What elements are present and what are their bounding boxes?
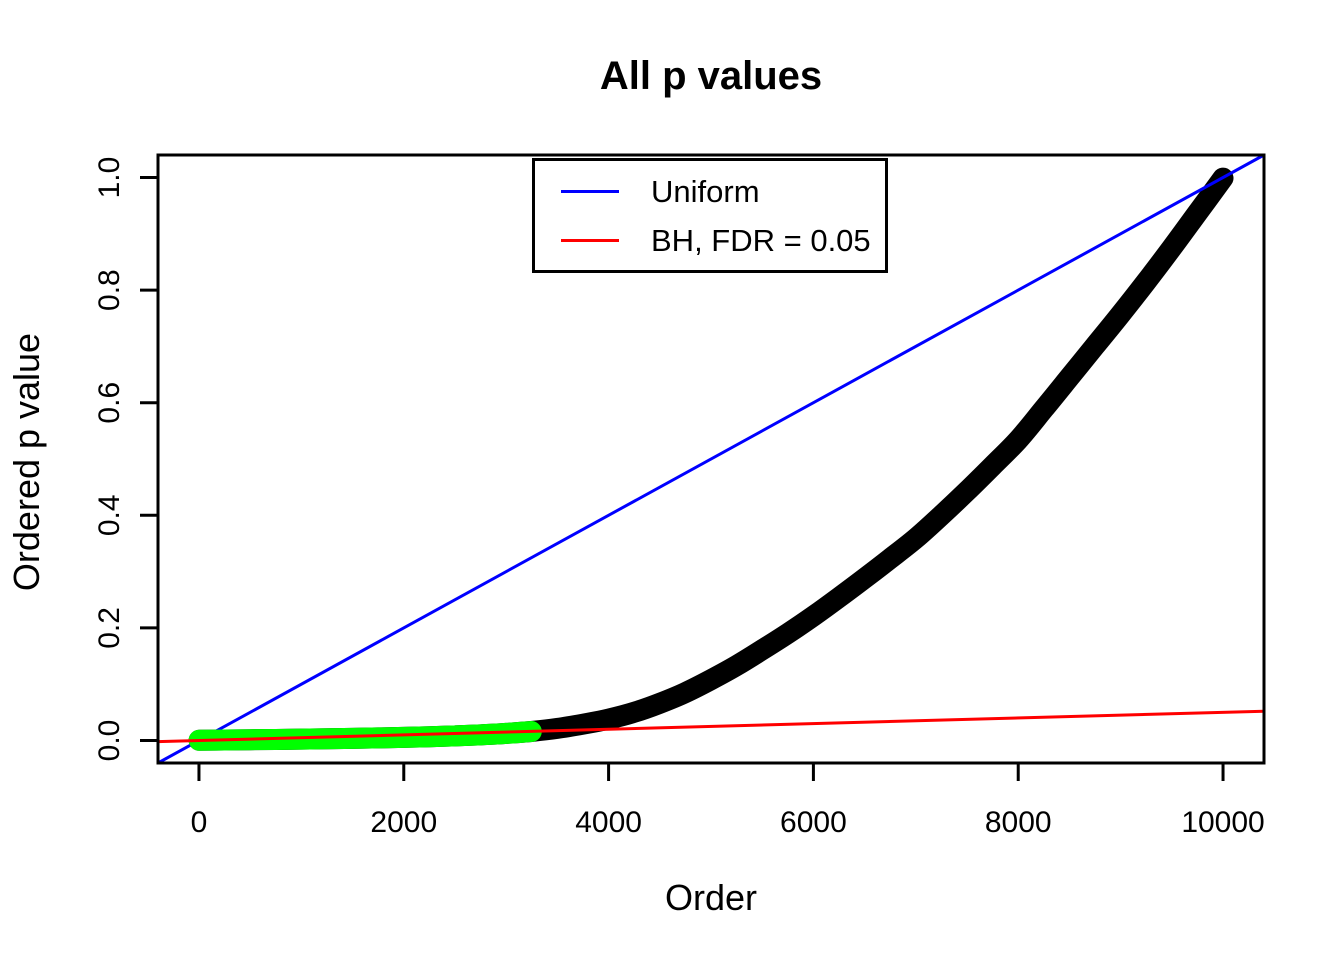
y-tick-label: 0.0 [93, 720, 126, 762]
x-tick-label: 4000 [575, 806, 642, 839]
x-tick-label: 2000 [370, 806, 437, 839]
legend-box: Uniform BH, FDR = 0.05 [532, 158, 888, 273]
x-tick-label: 10000 [1181, 806, 1264, 839]
legend-label-bh: BH, FDR = 0.05 [651, 222, 871, 258]
bh-line-swatch [561, 238, 619, 242]
legend-item-uniform: Uniform [561, 172, 885, 210]
x-tick-label: 8000 [985, 806, 1052, 839]
y-tick-label: 0.6 [93, 382, 126, 424]
y-tick-label: 0.4 [93, 494, 126, 536]
x-axis-label: Order [664, 877, 758, 918]
plot-border [156, 153, 1266, 765]
x-tick-label: 6000 [780, 806, 847, 839]
legend-item-bh: BH, FDR = 0.05 [561, 221, 885, 259]
y-tick-label: 1.0 [93, 157, 126, 199]
y-axis-label: Ordered p value [6, 332, 47, 592]
legend-label-uniform: Uniform [651, 173, 760, 209]
y-tick-label: 0.8 [93, 269, 126, 311]
x-tick-label: 0 [191, 806, 208, 839]
y-tick-label: 0.2 [93, 607, 126, 649]
bh-line [157, 709, 1265, 744]
uniform-line [157, 153, 1265, 765]
chart-title: All p values [599, 54, 823, 98]
uniform-line-swatch [561, 189, 619, 193]
